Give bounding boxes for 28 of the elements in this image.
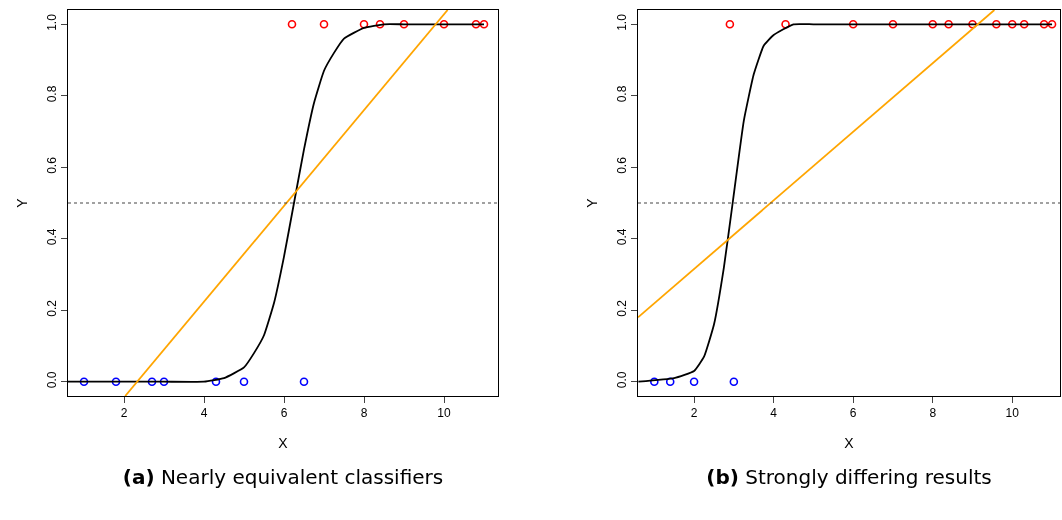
y-tick-label: 0.2 [615,299,630,317]
x-tick-label: 2 [690,406,698,421]
y-tick-label: 1.0 [45,13,60,31]
text: (a) Nearly equivalent classifiers [122,465,444,489]
x-tick-label: 4 [200,406,208,421]
y-tick-label: 0.6 [45,156,60,174]
x-tick-label: 8 [929,406,937,421]
y-tick-label: 0.8 [615,85,630,103]
y-tick-label: 0.0 [45,371,60,389]
y-tick-label: 0.2 [45,299,60,317]
x-tick-label: 2 [120,406,128,421]
x-axis-title: X [844,434,855,451]
x-tick-label: 6 [280,406,288,421]
y-tick-label: 0.6 [615,156,630,174]
x-axis-title: X [278,434,289,451]
x-tick-label: 4 [770,406,778,421]
y-axis-title: Y [583,197,600,208]
x-tick-label: 8 [360,406,368,421]
x-tick-label: 6 [849,406,857,421]
y-tick-label: 1.0 [615,13,630,31]
y-tick-label: 0.8 [45,85,60,103]
x-tick-label: 10 [437,406,451,421]
y-tick-label: 0.0 [615,371,630,389]
y-axis-title: Y [13,197,30,208]
text: (b) Strongly differing results [706,465,992,489]
y-tick-label: 0.4 [45,228,60,246]
y-tick-label: 0.4 [615,228,630,246]
x-tick-label: 10 [1005,406,1020,421]
